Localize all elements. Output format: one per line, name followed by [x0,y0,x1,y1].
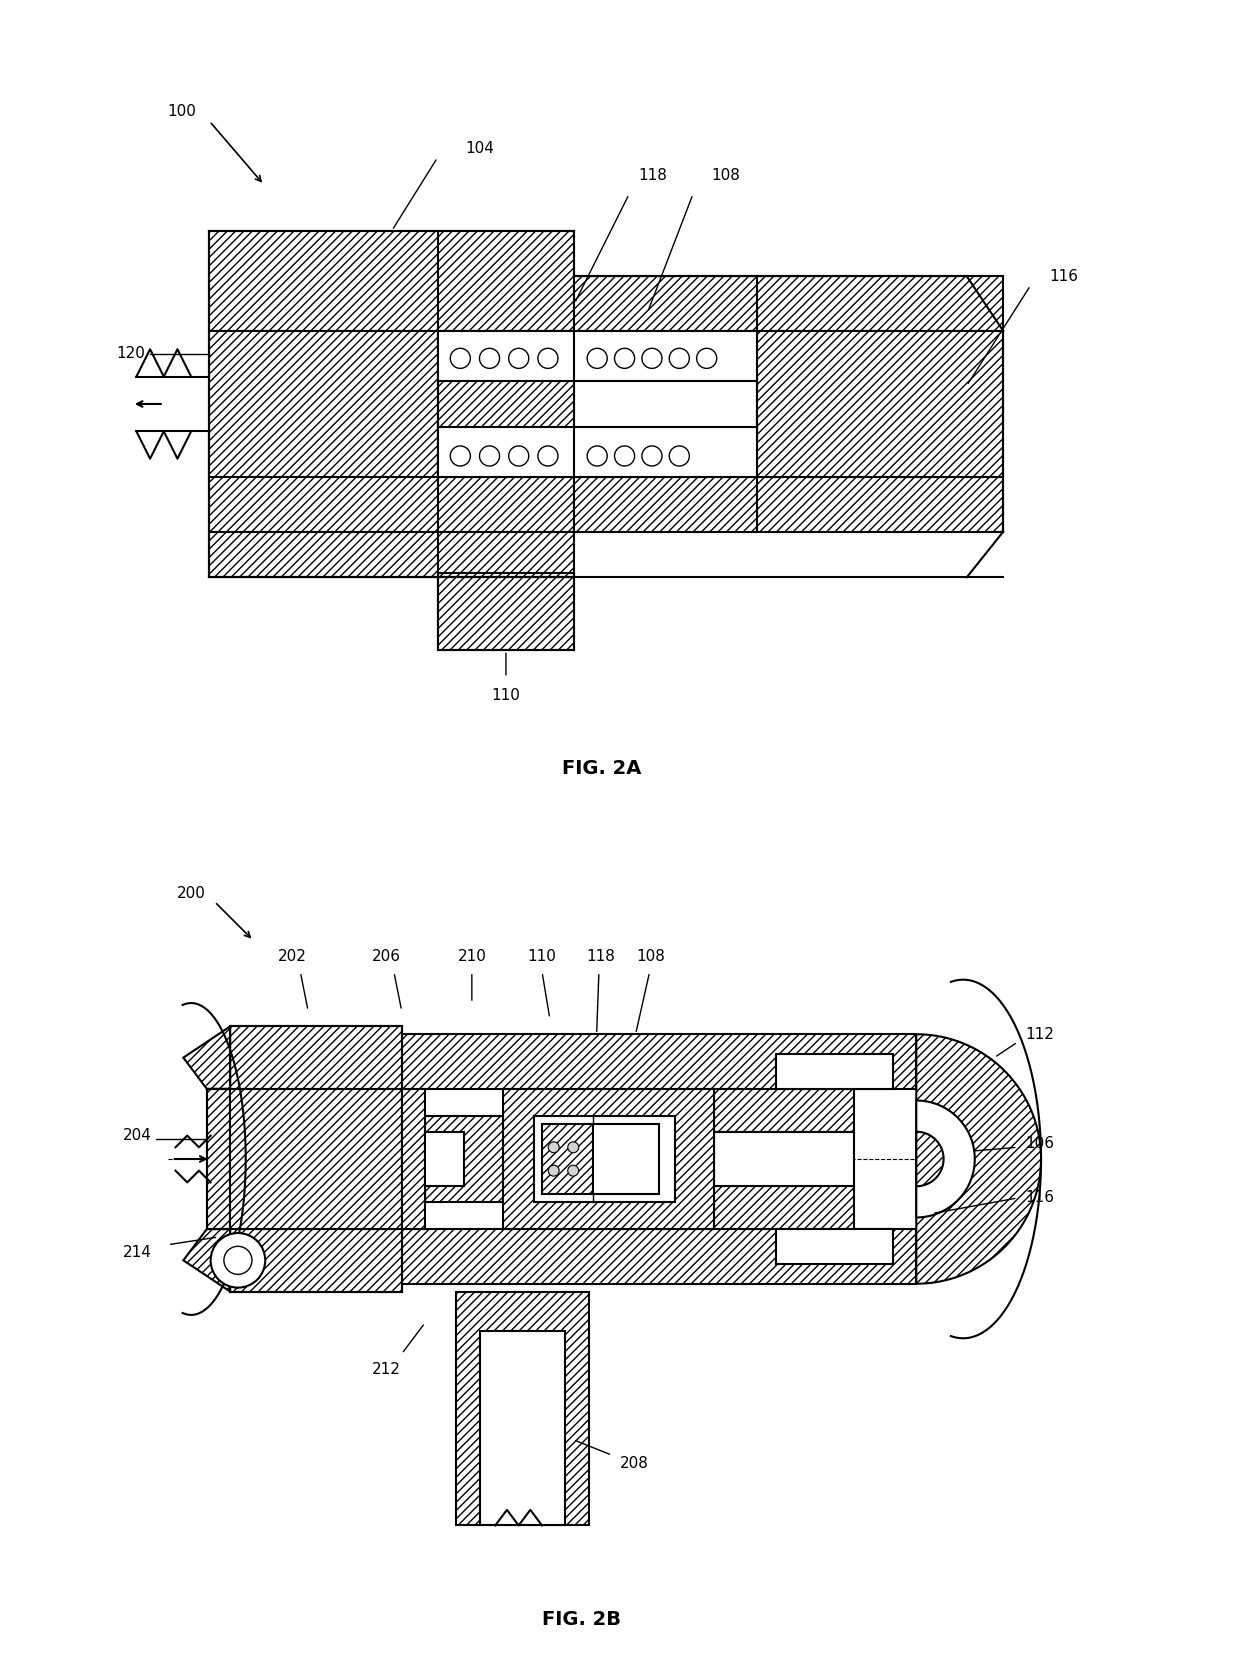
Bar [210,332,438,478]
Text: 116: 116 [1025,1191,1054,1206]
Bar [347,1229,916,1284]
Bar [713,1131,854,1186]
Circle shape [450,446,470,466]
Circle shape [642,348,662,368]
Text: FIG. 2A: FIG. 2A [562,760,641,778]
Circle shape [480,446,500,466]
Bar [231,1088,402,1229]
Circle shape [615,348,635,368]
Text: 116: 116 [1049,269,1078,284]
Bar [438,332,756,382]
Bar [210,231,574,332]
Bar [593,1123,658,1194]
Bar [776,1229,893,1264]
Text: 208: 208 [620,1455,649,1470]
Bar [542,1123,593,1194]
Polygon shape [916,1100,975,1218]
Circle shape [588,446,608,466]
Circle shape [508,348,528,368]
Bar [456,1291,589,1526]
Circle shape [538,348,558,368]
Bar [231,1229,402,1291]
Text: 106: 106 [1025,1136,1054,1151]
Bar [480,1331,565,1526]
Text: 108: 108 [712,168,740,184]
Circle shape [548,1141,559,1153]
Text: 118: 118 [587,949,615,964]
Text: FIG. 2B: FIG. 2B [542,1609,620,1629]
Text: 214: 214 [123,1244,153,1261]
Bar [574,478,1003,531]
Text: 212: 212 [372,1362,401,1377]
Bar [210,431,574,531]
Circle shape [211,1233,265,1287]
Circle shape [450,348,470,368]
Circle shape [568,1141,579,1153]
Bar [231,1027,402,1088]
Bar [438,426,756,478]
Polygon shape [184,1229,231,1291]
Text: 206: 206 [372,949,401,964]
Circle shape [508,446,528,466]
Circle shape [642,446,662,466]
Circle shape [480,348,500,368]
Text: 204: 204 [123,1128,153,1143]
Text: 110: 110 [527,949,557,964]
Circle shape [670,348,689,368]
Bar [574,277,1003,332]
Text: 200: 200 [177,886,206,901]
Text: 202: 202 [278,949,308,964]
Bar [207,1088,231,1229]
Circle shape [615,446,635,466]
Polygon shape [916,1131,944,1186]
Bar [713,1186,854,1229]
Bar [210,531,574,577]
Circle shape [568,1165,579,1176]
Bar [713,1088,854,1131]
Bar [425,1131,464,1186]
Bar [756,332,1003,478]
Circle shape [224,1246,252,1274]
Text: 118: 118 [639,168,667,184]
Bar [438,572,574,650]
Text: 210: 210 [458,949,486,964]
Text: 104: 104 [465,141,494,156]
Bar [776,1053,893,1088]
Bar [402,1088,425,1229]
Text: 120: 120 [117,347,145,362]
Polygon shape [916,1034,1042,1284]
Circle shape [697,348,717,368]
Text: 108: 108 [637,949,666,964]
Bar [438,332,574,478]
Circle shape [538,446,558,466]
Bar [503,1088,713,1229]
Polygon shape [184,1027,231,1088]
Text: 112: 112 [1025,1027,1054,1042]
Circle shape [588,348,608,368]
Bar [425,1117,503,1201]
Bar [534,1117,675,1201]
Circle shape [670,446,689,466]
Text: 110: 110 [491,688,521,703]
Text: 100: 100 [167,105,196,119]
Bar [347,1034,916,1088]
Circle shape [548,1165,559,1176]
